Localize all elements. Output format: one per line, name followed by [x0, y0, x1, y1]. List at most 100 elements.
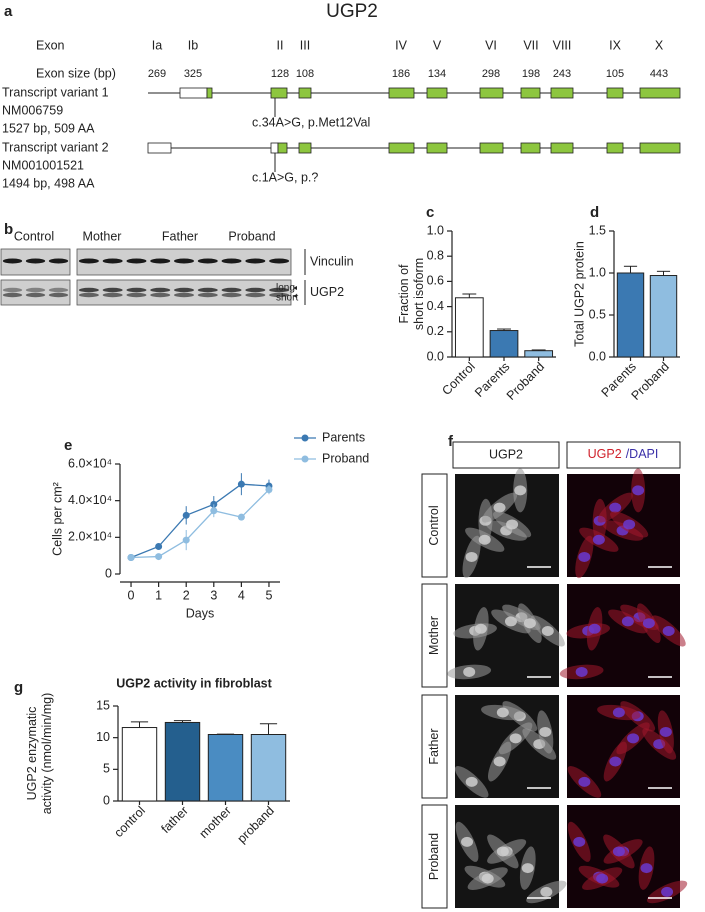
- exon-box: [426, 87, 448, 99]
- exon-name: X: [655, 38, 664, 52]
- band: [2, 258, 23, 264]
- y-tick-label: 1.0: [427, 223, 444, 237]
- nucleus: [596, 873, 609, 884]
- point: [127, 554, 135, 561]
- x-tick-label: 4: [238, 588, 245, 602]
- exon-box: [388, 87, 415, 99]
- nucleus: [578, 776, 591, 787]
- row-label: Control: [427, 505, 441, 545]
- band: [150, 287, 171, 293]
- panel-letter: b: [4, 221, 13, 238]
- band: [48, 292, 69, 298]
- y-tick-label: 15: [96, 698, 110, 712]
- mutation-label: c.1A>G, p.?: [252, 170, 318, 184]
- band: [48, 258, 69, 264]
- series-line: [131, 489, 270, 559]
- y-axis-label: Fraction of: [397, 264, 411, 324]
- nucleus: [478, 534, 491, 545]
- band: [102, 258, 123, 264]
- y-tick-label: 0: [103, 793, 110, 807]
- band: [174, 258, 194, 264]
- nucleus: [662, 625, 675, 636]
- band: [126, 292, 147, 298]
- nucleus: [461, 836, 474, 847]
- variant-text: NM001001521: [2, 158, 84, 172]
- panel-letter: d: [590, 204, 599, 221]
- row-label-box: [421, 804, 448, 909]
- exon-box: [479, 142, 504, 154]
- y-axis-label: short isoform: [412, 258, 426, 330]
- column-header-text: UGP2: [489, 447, 523, 461]
- point: [237, 513, 245, 521]
- exon-size: 325: [184, 68, 202, 80]
- nucleus: [465, 551, 478, 562]
- exon-size: 269: [148, 68, 166, 80]
- band: [2, 292, 23, 298]
- exon-size: 134: [428, 68, 446, 80]
- band: [174, 287, 194, 293]
- band: [245, 258, 266, 264]
- bar: [454, 297, 484, 358]
- variant-text: Transcript variant 1: [2, 85, 109, 99]
- size-label: Exon size (bp): [36, 66, 116, 80]
- x-tick-label: Control: [439, 360, 477, 398]
- exon-name: II: [277, 38, 284, 52]
- x-tick-label: control: [112, 804, 148, 840]
- exon-box: [520, 87, 541, 99]
- nucleus: [463, 666, 476, 677]
- exon-box: [270, 142, 279, 154]
- x-tick-label: father: [158, 804, 191, 837]
- nucleus: [623, 519, 636, 530]
- point: [182, 511, 190, 519]
- nucleus: [496, 846, 509, 857]
- row-label-box: [421, 473, 448, 578]
- nucleus: [493, 502, 506, 513]
- nucleus: [632, 485, 645, 496]
- band: [25, 258, 46, 264]
- nucleus: [627, 733, 640, 744]
- variant-text: Transcript variant 2: [2, 140, 109, 154]
- band: [78, 258, 99, 264]
- y-tick-label: 0.8: [427, 248, 444, 262]
- y-tick-label: 0.0: [589, 349, 606, 363]
- bar: [524, 350, 554, 358]
- band: [197, 287, 218, 293]
- blot: [0, 279, 71, 306]
- nucleus: [640, 863, 653, 874]
- panel-letter: a: [4, 3, 13, 20]
- variant-text: 1527 bp, 509 AA: [2, 121, 95, 135]
- y-tick-label: 0.5: [589, 307, 606, 321]
- header-part: /DAPI: [626, 447, 659, 461]
- bar: [489, 330, 519, 358]
- nucleus: [493, 756, 506, 767]
- x-tick-label: Proband: [504, 360, 547, 403]
- nucleus: [509, 733, 522, 744]
- nucleus: [465, 776, 478, 787]
- bar: [616, 272, 645, 358]
- band: [197, 292, 218, 298]
- x-tick-label: 2: [183, 588, 190, 602]
- y-tick-label: 6.0×10⁴: [68, 456, 112, 470]
- band: [269, 258, 290, 264]
- variant-text: 1494 bp, 498 AA: [2, 176, 95, 190]
- exon-box: [639, 87, 681, 99]
- protein-label: Vinculin: [310, 254, 354, 268]
- exon-size: 128: [271, 68, 289, 80]
- variant-text: NM006759: [2, 103, 63, 117]
- x-tick-label: 5: [265, 588, 272, 602]
- y-tick-label: 0.0: [427, 349, 444, 363]
- exon-size: 198: [522, 68, 540, 80]
- nucleus: [541, 625, 554, 636]
- panel-letter: g: [14, 679, 23, 696]
- band: [126, 258, 147, 264]
- column-header: [452, 441, 560, 469]
- row-label: Mother: [427, 616, 441, 655]
- gene-title: UGP2: [326, 1, 378, 22]
- band: [221, 258, 242, 264]
- band: [150, 292, 171, 298]
- band: [78, 292, 99, 298]
- nucleus: [573, 836, 586, 847]
- exon-size: 298: [482, 68, 500, 80]
- band: [78, 287, 99, 293]
- isoform-label: short: [276, 293, 298, 304]
